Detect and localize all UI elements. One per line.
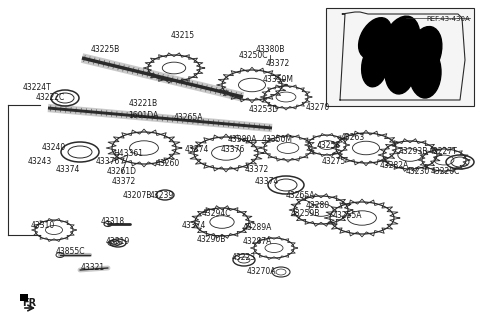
Text: 43265A: 43265A <box>173 114 203 122</box>
Ellipse shape <box>359 18 391 58</box>
Text: 43263: 43263 <box>341 134 365 142</box>
Text: 43310: 43310 <box>31 220 55 230</box>
Text: 43259B: 43259B <box>290 209 320 218</box>
Text: 43275: 43275 <box>322 157 346 167</box>
Text: 43380B: 43380B <box>255 45 285 54</box>
Text: 43265A: 43265A <box>285 190 315 199</box>
Bar <box>326 8 474 106</box>
Text: 43250C: 43250C <box>238 51 268 59</box>
Ellipse shape <box>408 26 442 78</box>
Text: 43319: 43319 <box>106 238 130 246</box>
Text: 43230: 43230 <box>406 168 430 176</box>
Ellipse shape <box>409 46 441 98</box>
Text: 43240: 43240 <box>42 143 66 153</box>
Bar <box>20 294 28 301</box>
Text: 43374: 43374 <box>182 220 206 230</box>
Ellipse shape <box>385 46 415 94</box>
Text: 43223: 43223 <box>232 253 256 262</box>
Text: 43239: 43239 <box>150 190 174 199</box>
Text: 43270A: 43270A <box>246 267 276 276</box>
Text: 43372: 43372 <box>112 177 136 186</box>
Text: 43321: 43321 <box>81 264 105 273</box>
Text: 43280: 43280 <box>306 201 330 210</box>
Text: 43374: 43374 <box>255 177 279 186</box>
Text: 43318: 43318 <box>101 218 125 226</box>
Text: 43372: 43372 <box>245 165 269 175</box>
Text: 43376: 43376 <box>96 157 120 167</box>
Text: 43374: 43374 <box>185 146 209 155</box>
Text: 43222C: 43222C <box>36 93 65 101</box>
Ellipse shape <box>380 16 420 74</box>
Text: 43294C: 43294C <box>201 209 231 218</box>
Text: 43220C: 43220C <box>430 168 460 176</box>
Text: 43261D: 43261D <box>107 168 137 176</box>
Text: 43243: 43243 <box>28 157 52 167</box>
Text: 43290B: 43290B <box>196 236 226 245</box>
Text: 43287A: 43287A <box>242 237 272 245</box>
Text: 43258: 43258 <box>317 141 341 149</box>
Text: 43224T: 43224T <box>23 84 51 93</box>
Text: 43225B: 43225B <box>90 45 120 53</box>
Text: 1601DA: 1601DA <box>128 110 158 120</box>
Text: 43293B: 43293B <box>398 148 428 156</box>
Text: 43380A: 43380A <box>227 135 257 144</box>
Text: 43374: 43374 <box>56 165 80 175</box>
Ellipse shape <box>361 43 388 87</box>
Text: 43372: 43372 <box>266 59 290 67</box>
Text: FR: FR <box>22 298 36 308</box>
Text: 43207B: 43207B <box>122 190 152 199</box>
Text: 43260: 43260 <box>156 160 180 169</box>
Text: 43855C: 43855C <box>55 247 85 257</box>
Text: H43361: H43361 <box>113 149 143 157</box>
Text: 43376: 43376 <box>221 146 245 155</box>
Text: 43221B: 43221B <box>129 99 157 107</box>
Text: 43255A: 43255A <box>332 211 362 219</box>
Text: 43270: 43270 <box>306 103 330 113</box>
Text: REF.43-430A: REF.43-430A <box>426 16 470 22</box>
Text: 43215: 43215 <box>171 31 195 40</box>
Text: 43289A: 43289A <box>242 224 272 232</box>
Text: 43282A: 43282A <box>379 161 408 169</box>
Text: 43227T: 43227T <box>429 148 457 156</box>
Text: 43253D: 43253D <box>249 106 279 114</box>
Text: 43350M: 43350M <box>263 75 293 85</box>
Text: 43350M: 43350M <box>262 135 292 144</box>
